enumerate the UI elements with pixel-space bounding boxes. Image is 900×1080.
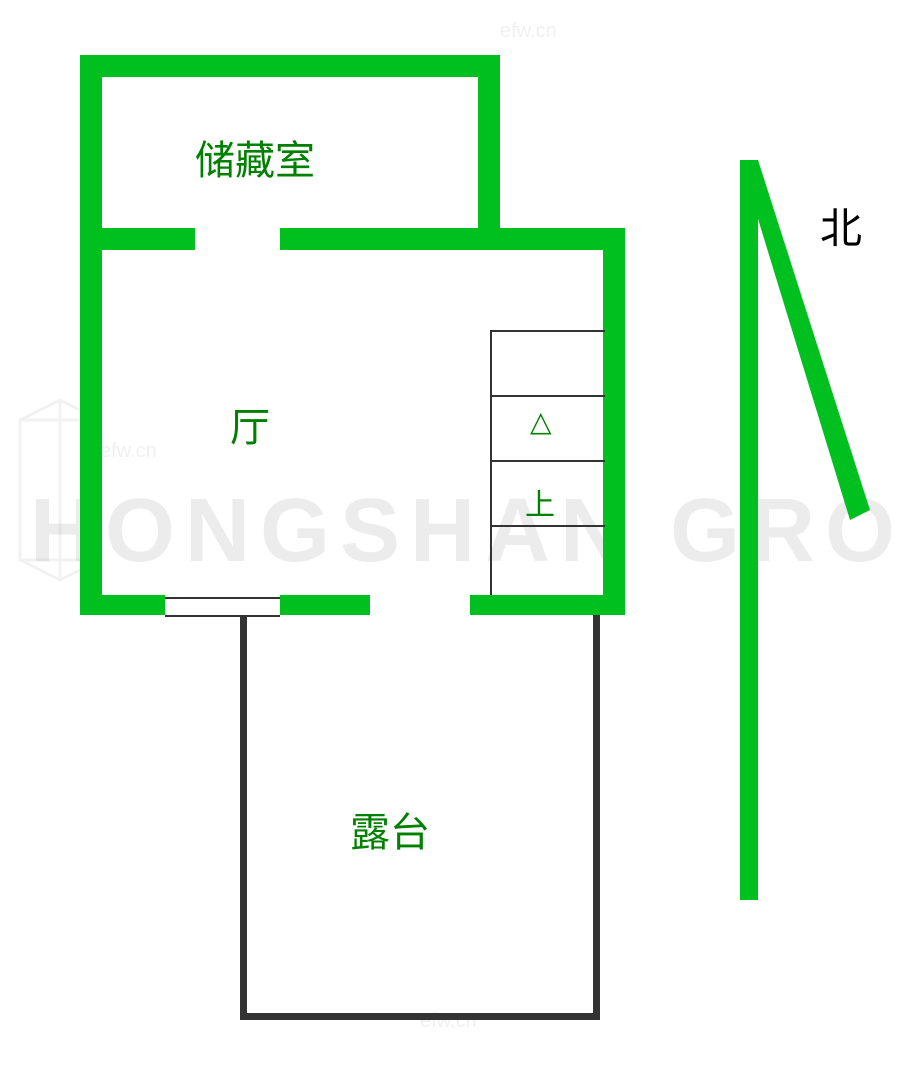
label-stairs-up: 上 [525, 480, 555, 524]
label-storage: 储藏室 [195, 128, 315, 186]
stairs-direction-icon: △ [530, 405, 552, 438]
label-terrace: 露台 [350, 800, 430, 858]
north-arrow-head [0, 0, 900, 1080]
label-hall: 厅 [230, 395, 270, 453]
label-north: 北 [820, 195, 862, 256]
